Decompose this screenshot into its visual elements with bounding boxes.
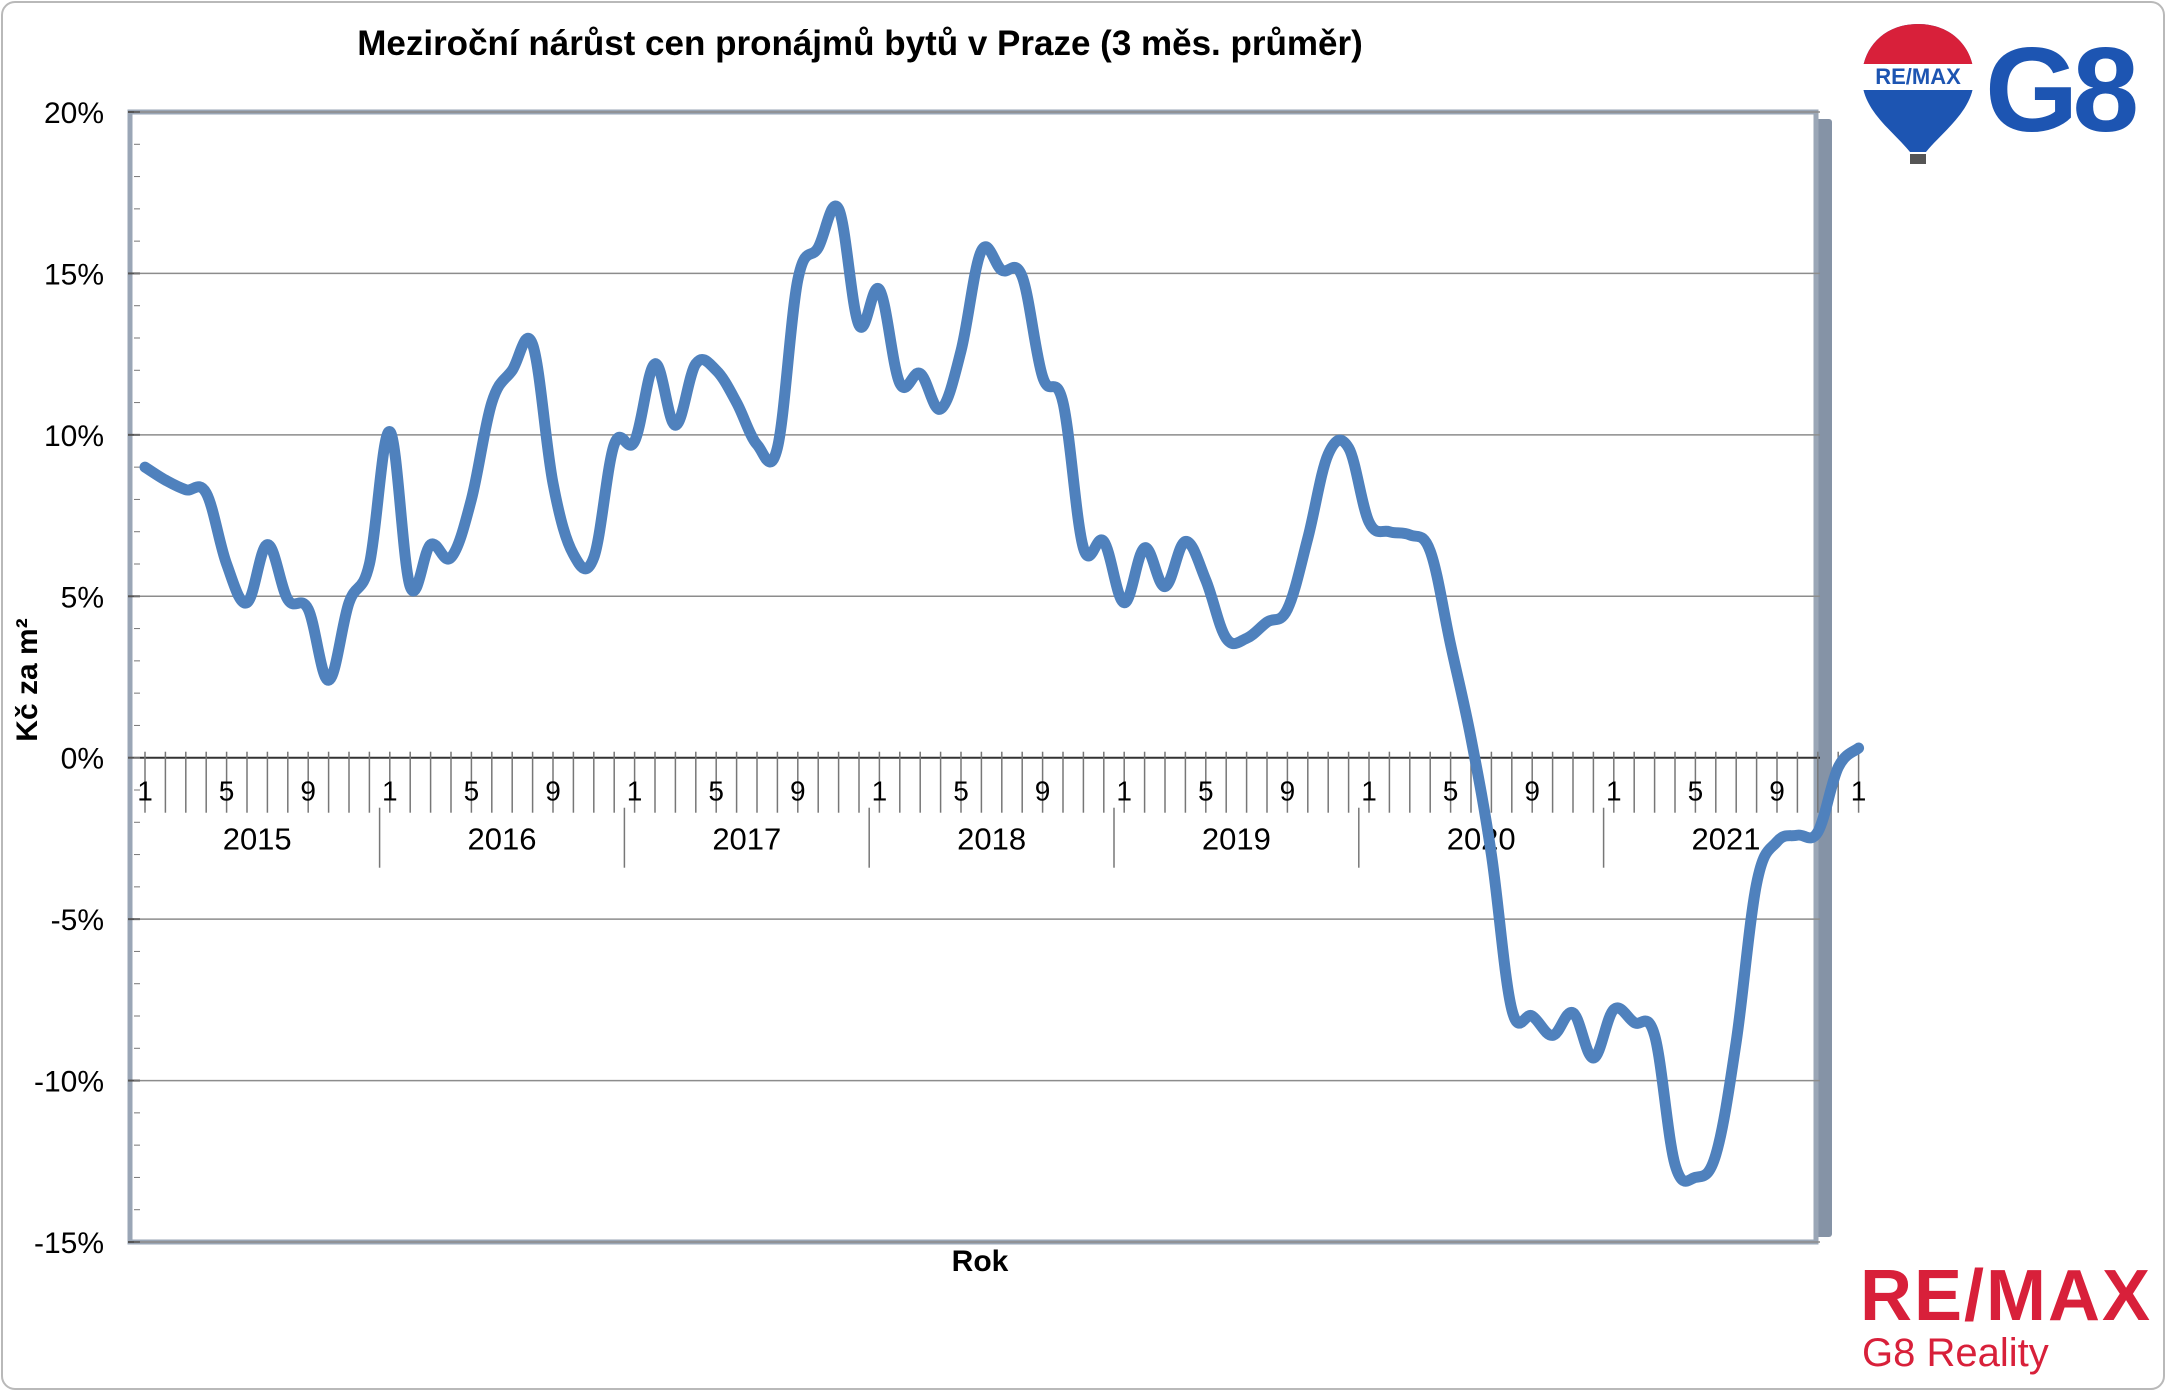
y-axis-ticks: 20% 15% 10% 5% 0% -5% -10% -15% xyxy=(34,97,140,1260)
x-month-label: 5 xyxy=(1443,776,1459,807)
x-month-label: 1 xyxy=(137,776,153,807)
year-label: 2019 xyxy=(1202,822,1271,857)
series-layer xyxy=(139,200,1865,1187)
x-axis-title: Rok xyxy=(951,1245,1009,1278)
x-month-label: 5 xyxy=(464,776,480,807)
y-tick-label: 20% xyxy=(44,97,104,130)
x-month-label: 1 xyxy=(1851,776,1867,807)
y-tick-label: 0% xyxy=(61,743,104,776)
y-tick-label: 10% xyxy=(44,420,104,453)
g8-logo: G8 xyxy=(1985,23,2139,157)
remax-wordmark: RE/MAX xyxy=(1860,1256,2153,1336)
balloon-text: RE/MAX xyxy=(1875,64,1961,89)
y-tick-label: -15% xyxy=(34,1227,104,1260)
x-month-label: 9 xyxy=(300,776,316,807)
plot-area-frame xyxy=(127,109,1832,1245)
x-month-label: 5 xyxy=(1198,776,1214,807)
x-month-label: 1 xyxy=(627,776,643,807)
y-tick-label: 5% xyxy=(61,581,104,614)
y-tick-label: 15% xyxy=(44,258,104,291)
x-month-label: 9 xyxy=(1035,776,1051,807)
x-month-label: 1 xyxy=(1116,776,1132,807)
remax-balloon-logo: RE/MAX xyxy=(1862,24,1974,164)
x-month-label: 5 xyxy=(708,776,724,807)
x-month-label: 9 xyxy=(1524,776,1540,807)
x-month-label: 9 xyxy=(790,776,806,807)
year-label: 2020 xyxy=(1447,822,1516,857)
chart-title: Meziroční nárůst cen pronájmů bytů v Pra… xyxy=(357,24,1363,63)
x-month-label: 9 xyxy=(1769,776,1785,807)
x-month-label: 9 xyxy=(1280,776,1296,807)
x-month-label: 9 xyxy=(545,776,561,807)
y-tick-label: -10% xyxy=(34,1066,104,1099)
y-tick-label: -5% xyxy=(51,904,104,937)
x-month-label: 1 xyxy=(1606,776,1622,807)
year-label: 2021 xyxy=(1692,822,1761,857)
brand-tagline: G8 Reality xyxy=(1862,1331,2049,1375)
x-month-label: 5 xyxy=(1688,776,1704,807)
year-label: 2018 xyxy=(957,822,1026,857)
series-line xyxy=(139,200,1865,1187)
year-label: 2015 xyxy=(223,822,292,857)
x-month-label: 1 xyxy=(872,776,888,807)
x-month-label: 1 xyxy=(1361,776,1377,807)
x-month-label: 1 xyxy=(382,776,398,807)
year-label: 2017 xyxy=(712,822,781,857)
x-axis: 1 5 9 1 5 9 1 5 9 1 5 9 1 5 9 1 5 9 1 5 9 1 2015 2016 2017 2018 20… xyxy=(137,751,1867,868)
x-month-label: 5 xyxy=(219,776,235,807)
year-label: 2016 xyxy=(468,822,537,857)
x-month-label: 5 xyxy=(953,776,969,807)
